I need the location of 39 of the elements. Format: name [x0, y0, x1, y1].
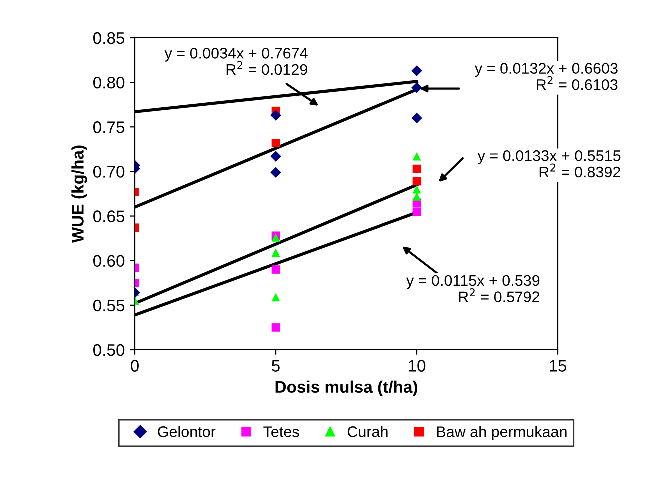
point	[412, 192, 422, 201]
point	[270, 110, 282, 121]
point	[270, 151, 282, 162]
y-tick-label: 0.60	[93, 255, 125, 268]
x-tick-label: 15	[550, 360, 567, 372]
point	[412, 208, 422, 216]
y-tick-label: 0.50	[93, 344, 125, 356]
point	[412, 177, 422, 186]
point	[412, 185, 422, 194]
x-tick-label: 0	[131, 360, 139, 372]
x-tick-label: 5	[272, 360, 280, 372]
point	[272, 266, 280, 274]
legend-label: Baw ah permukaan	[437, 426, 567, 440]
legend-label: Tetes	[264, 426, 300, 438]
x-axis-title: Dosis mulsa (t/ha)	[276, 380, 418, 396]
point	[412, 152, 422, 161]
annotation: y = 0.0115x + 0.539 R$^{2}$ = 0.5792	[406, 275, 540, 302]
point	[272, 324, 280, 332]
point	[412, 164, 422, 174]
legend-label: Gelontor	[158, 426, 216, 438]
annotation: y = 0.0133x + 0.5515 R$^{2}$ = 0.8392	[478, 150, 621, 178]
point	[272, 293, 280, 302]
y-tick-label: 0.70	[93, 166, 125, 178]
y-axis-title: WUE (kg/ha)	[72, 146, 88, 244]
y-tick-label: 0.80	[93, 76, 125, 89]
annotation: y = 0.0034x + 0.7674 R$^{2}$ = 0.0129	[164, 48, 308, 76]
y-tick-label: 0.55	[93, 300, 125, 312]
point	[412, 82, 422, 94]
y-tick-label: 0.85	[93, 32, 125, 44]
point	[272, 248, 280, 257]
y-tick-label: 0.65	[93, 210, 125, 222]
point	[270, 167, 282, 178]
annotation: y = 0.0132x + 0.6603 R$^{2}$ = 0.6103	[474, 63, 618, 90]
y-tick-label: 0.75	[93, 122, 125, 134]
x-tick-label: 10	[409, 360, 426, 372]
point	[412, 66, 422, 76]
point	[272, 139, 280, 148]
legend-label: Curah	[348, 426, 388, 438]
point	[412, 112, 422, 124]
